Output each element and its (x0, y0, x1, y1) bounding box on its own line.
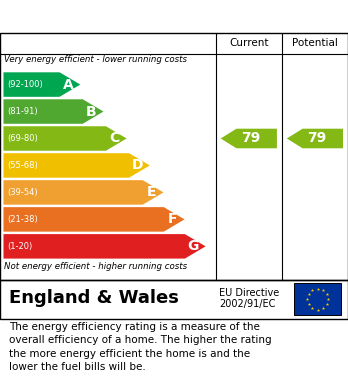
Text: Potential: Potential (292, 38, 338, 48)
Text: England & Wales: England & Wales (9, 289, 179, 307)
Text: C: C (109, 131, 119, 145)
Text: (39-54): (39-54) (8, 188, 38, 197)
Text: Energy Efficiency Rating: Energy Efficiency Rating (9, 7, 238, 25)
Text: The energy efficiency rating is a measure of the
overall efficiency of a home. T: The energy efficiency rating is a measur… (9, 322, 271, 372)
Polygon shape (3, 153, 150, 178)
Text: (81-91): (81-91) (8, 107, 38, 116)
Text: B: B (86, 104, 96, 118)
Text: (69-80): (69-80) (8, 134, 38, 143)
Polygon shape (221, 129, 277, 148)
Text: (92-100): (92-100) (8, 80, 44, 89)
Text: E: E (146, 185, 156, 199)
Text: F: F (167, 212, 177, 226)
Polygon shape (287, 129, 343, 148)
Polygon shape (3, 99, 103, 124)
Text: 79: 79 (241, 131, 260, 145)
Bar (294, 283, 341, 315)
Polygon shape (3, 126, 127, 151)
Text: (1-20): (1-20) (8, 242, 33, 251)
Polygon shape (3, 207, 184, 231)
Text: Not energy efficient - higher running costs: Not energy efficient - higher running co… (4, 262, 187, 271)
Text: (21-38): (21-38) (8, 215, 38, 224)
Text: G: G (188, 239, 199, 253)
Text: Current: Current (229, 38, 269, 48)
Text: D: D (132, 158, 143, 172)
Polygon shape (3, 72, 80, 97)
Text: (55-68): (55-68) (8, 161, 38, 170)
Text: Very energy efficient - lower running costs: Very energy efficient - lower running co… (4, 55, 187, 64)
Polygon shape (3, 234, 206, 258)
Text: 79: 79 (307, 131, 326, 145)
Text: EU Directive
2002/91/EC: EU Directive 2002/91/EC (219, 287, 279, 309)
Text: A: A (63, 77, 73, 91)
Polygon shape (3, 180, 164, 204)
